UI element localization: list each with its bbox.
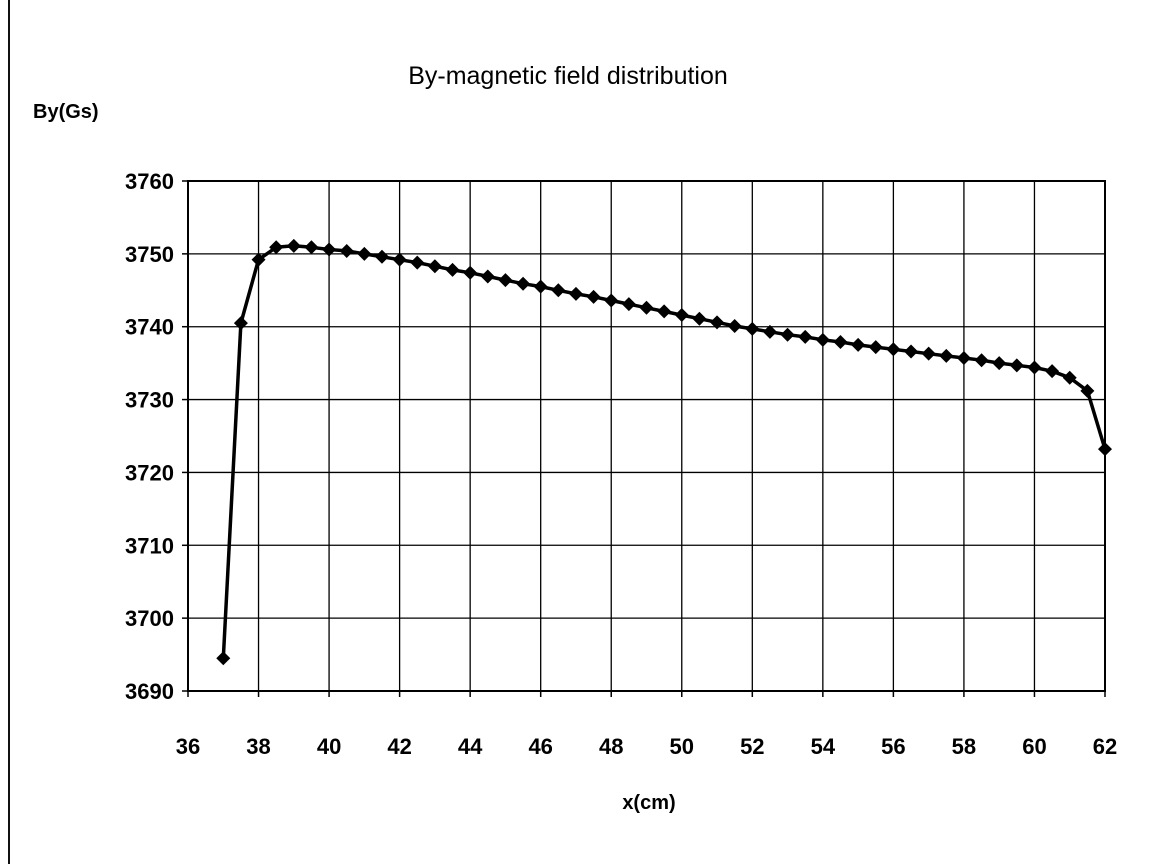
x-tick-label: 46	[528, 734, 552, 759]
y-axis-label: By(Gs)	[33, 101, 99, 123]
y-tick-label: 3730	[125, 388, 174, 413]
x-tick-label: 42	[387, 734, 411, 759]
data-point-marker	[586, 289, 601, 304]
data-point-marker	[974, 353, 989, 368]
plot-area-border	[187, 180, 1106, 692]
data-point-marker	[992, 356, 1007, 371]
data-point-marker	[269, 240, 284, 255]
data-point-marker	[1027, 360, 1042, 375]
data-point-marker	[1080, 383, 1095, 398]
data-point-marker	[710, 315, 725, 330]
chart-title: By-magnetic field distribution	[408, 62, 728, 90]
data-point-marker	[427, 259, 442, 274]
data-point-marker	[956, 351, 971, 366]
data-point-marker	[445, 262, 460, 277]
data-point-marker	[674, 308, 689, 323]
data-point-marker	[762, 324, 777, 339]
data-point-marker	[322, 242, 337, 257]
x-tick-label: 62	[1093, 734, 1117, 759]
y-tick-label: 3710	[125, 533, 174, 558]
data-point-marker	[286, 238, 301, 253]
data-point-marker	[851, 337, 866, 352]
data-point-marker	[410, 255, 425, 270]
y-tick-label: 3760	[125, 169, 174, 194]
data-point-marker	[374, 249, 389, 264]
data-point-marker	[304, 240, 319, 255]
data-point-marker	[480, 269, 495, 284]
data-point-marker	[551, 283, 566, 298]
x-tick-label: 60	[1022, 734, 1046, 759]
data-point-marker	[1062, 370, 1077, 385]
data-point-marker	[516, 276, 531, 291]
data-point-marker	[904, 344, 919, 359]
data-point-marker	[780, 327, 795, 342]
x-tick-label: 58	[952, 734, 976, 759]
data-point-marker	[745, 321, 760, 336]
data-point-marker	[833, 335, 848, 350]
tick-labels: 36 38 40 42 44 46 48 50 52 54 56 58 60 62 3690 3700 3710…	[125, 169, 1117, 759]
data-point-marker	[1045, 364, 1060, 379]
data-point-marker	[727, 318, 742, 333]
data-point-marker	[251, 252, 266, 267]
y-tick-label: 3740	[125, 315, 174, 340]
data-point-marker	[498, 273, 513, 288]
data-point-marker	[939, 348, 954, 363]
x-tick-label: 50	[670, 734, 694, 759]
x-tick-label: 52	[740, 734, 764, 759]
y-tick-label: 3720	[125, 460, 174, 485]
x-tick-label: 56	[881, 734, 905, 759]
x-tick-label: 44	[458, 734, 483, 759]
data-point-marker	[339, 243, 354, 258]
data-point-marker	[568, 286, 583, 301]
data-point-marker	[886, 342, 901, 357]
data-point-marker	[1098, 442, 1112, 457]
data-point-marker	[657, 304, 672, 319]
y-tick-label: 3750	[125, 242, 174, 267]
x-axis-label: x(cm)	[622, 792, 675, 814]
x-tick-label: 54	[811, 734, 836, 759]
data-point-marker	[533, 279, 548, 294]
x-tick-label: 38	[246, 734, 270, 759]
data-point-marker	[233, 316, 248, 331]
x-tick-label: 48	[599, 734, 623, 759]
grid-lines	[182, 180, 1106, 697]
data-point-marker	[392, 252, 407, 267]
data-point-marker	[621, 297, 636, 312]
x-tick-label: 40	[317, 734, 341, 759]
left-border-line	[8, 0, 10, 864]
data-point-marker	[692, 311, 707, 326]
data-point-marker	[216, 651, 231, 666]
data-point-marker	[868, 340, 883, 355]
data-point-marker	[815, 332, 830, 347]
x-tick-label: 36	[176, 734, 200, 759]
series-layer	[216, 238, 1112, 666]
data-point-marker	[921, 346, 936, 361]
data-point-marker	[604, 293, 619, 308]
data-point-marker	[463, 265, 478, 280]
data-point-marker	[357, 246, 372, 261]
y-tick-label: 3700	[125, 606, 174, 631]
y-tick-label: 3690	[125, 679, 174, 704]
data-point-marker	[1009, 358, 1024, 373]
data-point-marker	[639, 300, 654, 315]
data-point-marker	[798, 329, 813, 344]
